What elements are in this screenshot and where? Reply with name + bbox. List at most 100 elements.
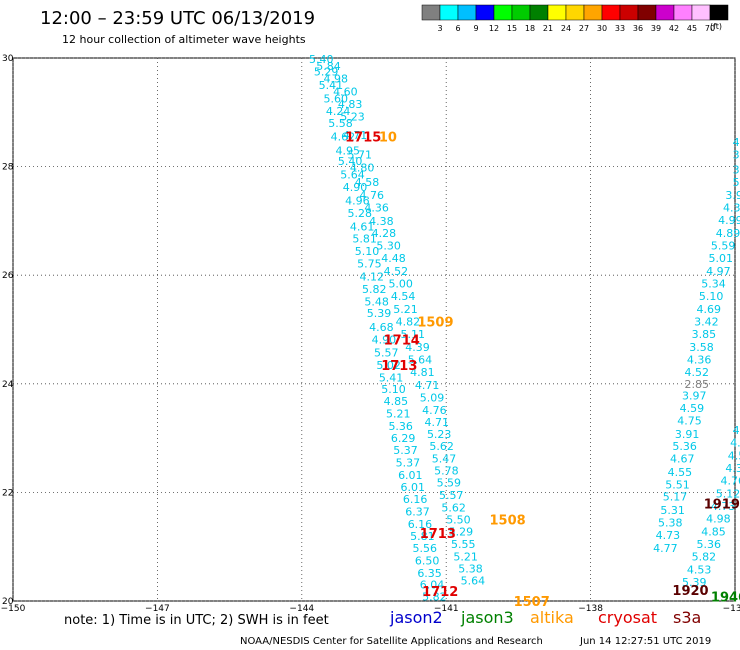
wave-height-label: 5.23 <box>427 428 452 441</box>
x-tick-label: −147 <box>145 604 170 614</box>
wave-height-label: 4.55 <box>668 466 693 479</box>
wave-height-label: 4.60 <box>333 86 358 99</box>
wave-height-label: 4.82 <box>396 315 421 328</box>
wave-height-label: 4. <box>730 436 740 449</box>
y-tick-label: 28 <box>2 163 14 173</box>
colorbar-swatch <box>583 4 603 21</box>
pass-time-label: 1919 <box>704 497 740 512</box>
wave-height-label: 2.85 <box>684 378 709 391</box>
pass-time-label: 1508 <box>490 514 526 529</box>
pass-time-label: 1946 <box>711 591 740 606</box>
wave-height-label: 5.40 <box>309 53 334 66</box>
satellite-legend-jason3: jason3 <box>461 608 514 627</box>
wave-height-label: 5.09 <box>420 391 445 404</box>
wave-height-label: 4.67 <box>670 453 695 466</box>
wave-height-label: 6.50 <box>415 554 440 567</box>
pass-time-label: 10 <box>379 131 397 146</box>
wave-height-label: 5.21 <box>386 408 411 421</box>
wave-height-label: 5.57 <box>374 346 399 359</box>
wave-height-label: 6.29 <box>391 432 416 445</box>
colorbar-swatch <box>547 4 567 21</box>
colorbar-swatch <box>511 4 531 21</box>
colorbar-swatch <box>709 4 729 21</box>
wave-height-label: 4.48 <box>381 252 406 265</box>
wave-height-label: 4.98 <box>323 73 348 86</box>
wave-height-label: 5.48 <box>364 295 389 308</box>
wave-height-label: 6.01 <box>400 481 425 494</box>
wave-height-label: 5.29 <box>314 66 339 79</box>
colorbar-swatch <box>691 4 711 21</box>
wave-height-label: 4.71 <box>415 379 440 392</box>
wave-height-label: 5.36 <box>388 420 413 433</box>
wave-height-label: 3. <box>733 163 740 176</box>
pass-time-label: 1509 <box>417 315 453 330</box>
colorbar-swatch <box>637 4 657 21</box>
colorbar-swatch <box>439 4 459 21</box>
wave-height-label: 5.62 <box>429 440 454 453</box>
wave-height-label: 4.71 <box>425 416 450 429</box>
wave-height-label: 5.17 <box>663 491 688 504</box>
wave-height-label: 4.76 <box>721 474 740 487</box>
wave-height-label: 4.54 <box>391 290 416 303</box>
wave-height-label: 3.58 <box>689 341 714 354</box>
wave-height-label: 6.16 <box>403 493 428 506</box>
pass-time-label: 1714 <box>384 333 420 348</box>
wave-height-label: 5.59 <box>711 239 736 252</box>
wave-height-label: 4.5 <box>728 449 740 462</box>
colorbar-swatch <box>493 4 513 21</box>
wave-height-label: 5.36 <box>696 538 721 551</box>
colorbar-swatch <box>655 4 675 21</box>
wave-height-label: 5.41 <box>379 371 404 384</box>
wave-height-label: 5.47 <box>432 453 457 466</box>
pass-time-label: 1712 <box>422 585 458 600</box>
wave-height-label: 5.34 <box>701 277 726 290</box>
colorbar-swatch <box>421 4 441 21</box>
pass-time-label: 1713 <box>420 527 456 542</box>
wave-height-label: 4.61 <box>350 220 375 233</box>
y-tick-label: 24 <box>2 380 14 390</box>
wave-height-label: 5.84 <box>316 60 341 73</box>
wave-height-label: 6.35 <box>417 567 442 580</box>
colorbar-tick-label: 12 <box>489 24 499 33</box>
wave-height-label: 4.81 <box>410 366 435 379</box>
wave-height-label: 4.95 <box>335 144 360 157</box>
y-tick-label: 22 <box>2 488 13 498</box>
wave-height-label: 5.51 <box>665 478 690 491</box>
satellite-legend-altika: altika <box>530 608 574 627</box>
wave-height-label: 5.82 <box>422 591 447 604</box>
colorbar-swatch <box>529 4 549 21</box>
colorbar-swatch <box>565 4 585 21</box>
wave-height-label: 4.24 <box>326 105 351 118</box>
footer-note: note: 1) Time is in UTC; 2) SWH is in fe… <box>64 613 329 628</box>
colorbar-swatch <box>619 4 639 21</box>
wave-height-label: 4.80 <box>350 162 375 175</box>
wave-height-label: 4.83 <box>338 98 363 111</box>
wave-height-label: 3.85 <box>692 328 717 341</box>
x-tick-label: −135 <box>723 604 740 614</box>
wave-height-label: 5.81 <box>352 232 377 245</box>
wave-height-label: 5.82 <box>362 283 387 296</box>
wave-height-label: 5.41 <box>319 79 344 92</box>
wave-height-label: 4.73 <box>656 529 681 542</box>
wave-height-label: 5.64 <box>408 353 433 366</box>
pass-time-label: 1920 <box>672 584 708 599</box>
wave-height-label: 5.02 <box>376 359 401 372</box>
x-tick-label: −150 <box>1 604 26 614</box>
wave-height-label: 4.85 <box>701 525 726 538</box>
wave-height-label: 4.62 <box>331 131 356 144</box>
wave-height-label: 5.12 <box>716 487 740 500</box>
wave-height-label: 4.89 <box>716 227 740 240</box>
x-tick-label: −144 <box>289 604 314 614</box>
wave-height-label: 5.00 <box>388 277 413 290</box>
wave-height-label: 4.85 <box>384 395 409 408</box>
wave-height-label: 4.90 <box>372 333 397 346</box>
wave-height-label: 5.78 <box>434 465 459 478</box>
wave-height-label: 4.39 <box>405 341 430 354</box>
colorbar-tick-label: 30 <box>597 24 607 33</box>
wave-height-label: 5.29 <box>449 525 474 538</box>
footer-timestamp: Jun 14 12:27:51 UTC 2019 <box>580 636 712 647</box>
wave-height-label: 5.40 <box>338 155 363 168</box>
wave-height-label: 5.38 <box>458 562 483 575</box>
satellite-legend-jason2: jason2 <box>390 608 443 627</box>
